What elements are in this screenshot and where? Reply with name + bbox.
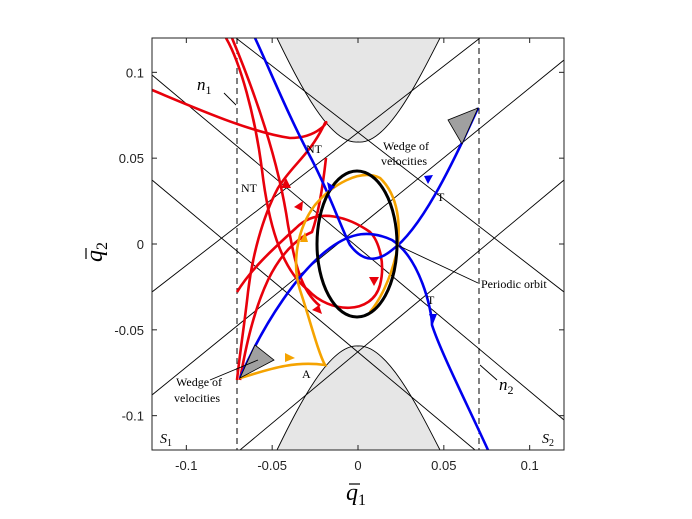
transit-trajectories [238,38,490,450]
arrow-blue-2 [424,175,433,184]
label-wedge-bottom-line1: Wedge of [176,375,222,389]
bounding-line-5 [152,179,476,450]
bounding-lines [152,38,564,450]
y-tick-label: -0.1 [122,409,144,424]
label-periodic-orbit: Periodic orbit [481,277,547,291]
bounding-line-6 [239,179,564,450]
x-tick-label: -0.05 [257,458,287,473]
label-s1: S1 [160,432,172,449]
tick-group: -0.1 -0.05 0 0.05 0.1 0.1 0.05 0 -0.05 -0.1 [114,38,564,473]
wedge-top [447,107,479,145]
forbidden-region-top [276,38,441,143]
label-wedge-top-line2: velocities [381,154,427,168]
x-tick-label: -0.1 [175,458,197,473]
arrowheads [281,175,437,362]
arrow-blue-1 [327,182,335,192]
leader-n1 [223,92,237,106]
red-trajectory-3 [230,38,321,308]
y-tick-label: 0.1 [126,65,144,80]
bounding-line-2 [152,59,564,396]
x-tick-label: 0.05 [431,458,456,473]
blue-trajectory-1 [253,38,480,261]
y-tick-label: 0 [137,237,144,252]
y-axis-label: q2 [82,242,111,262]
arrow-red-4 [312,305,322,314]
forbidden-region-bottom [276,345,441,450]
label-a: A [302,367,311,381]
periodic-orbit-ellipse [315,169,399,319]
y-tick-label: -0.05 [114,323,144,338]
arrow-red-2 [294,201,303,211]
x-tick-label: 0.1 [521,458,539,473]
x-axis-label-text: q1 [346,480,366,509]
bounding-line-4 [152,38,481,293]
arrow-blue-3 [429,314,437,324]
label-t-upper: T [437,190,445,204]
red-trajectory-2 [224,38,384,310]
plot-content [152,38,564,450]
label-s2: S2 [542,432,554,449]
label-t-lower: T [427,293,435,307]
label-wedge-bottom-line2: velocities [174,391,220,405]
arrow-red-1 [281,178,291,188]
label-nt-left: NT [241,181,258,195]
arrow-orange-2 [300,232,308,242]
red-trajectory-1 [152,88,328,381]
blue-trajectory-2 [238,232,490,450]
leader-wedge-bottom [209,359,259,381]
leader-periodic-orbit [396,244,479,284]
x-axis-label: q1 [346,480,366,509]
leader-n2 [479,364,498,381]
label-n1: n1 [197,75,212,97]
bounding-line-3 [235,38,564,293]
label-wedge-top-line1: Wedge of [383,139,429,153]
wedge-bottom [239,344,275,379]
x-tick-label: 0 [354,458,361,473]
label-n2: n2 [499,375,514,397]
bounding-line-1 [152,74,564,421]
y-tick-label: 0.05 [119,151,144,166]
label-nt-upper: NT [306,142,323,156]
y-axis-label-text: q2 [82,242,111,262]
arrow-orange-1 [285,353,295,362]
arrow-red-3 [369,277,379,286]
